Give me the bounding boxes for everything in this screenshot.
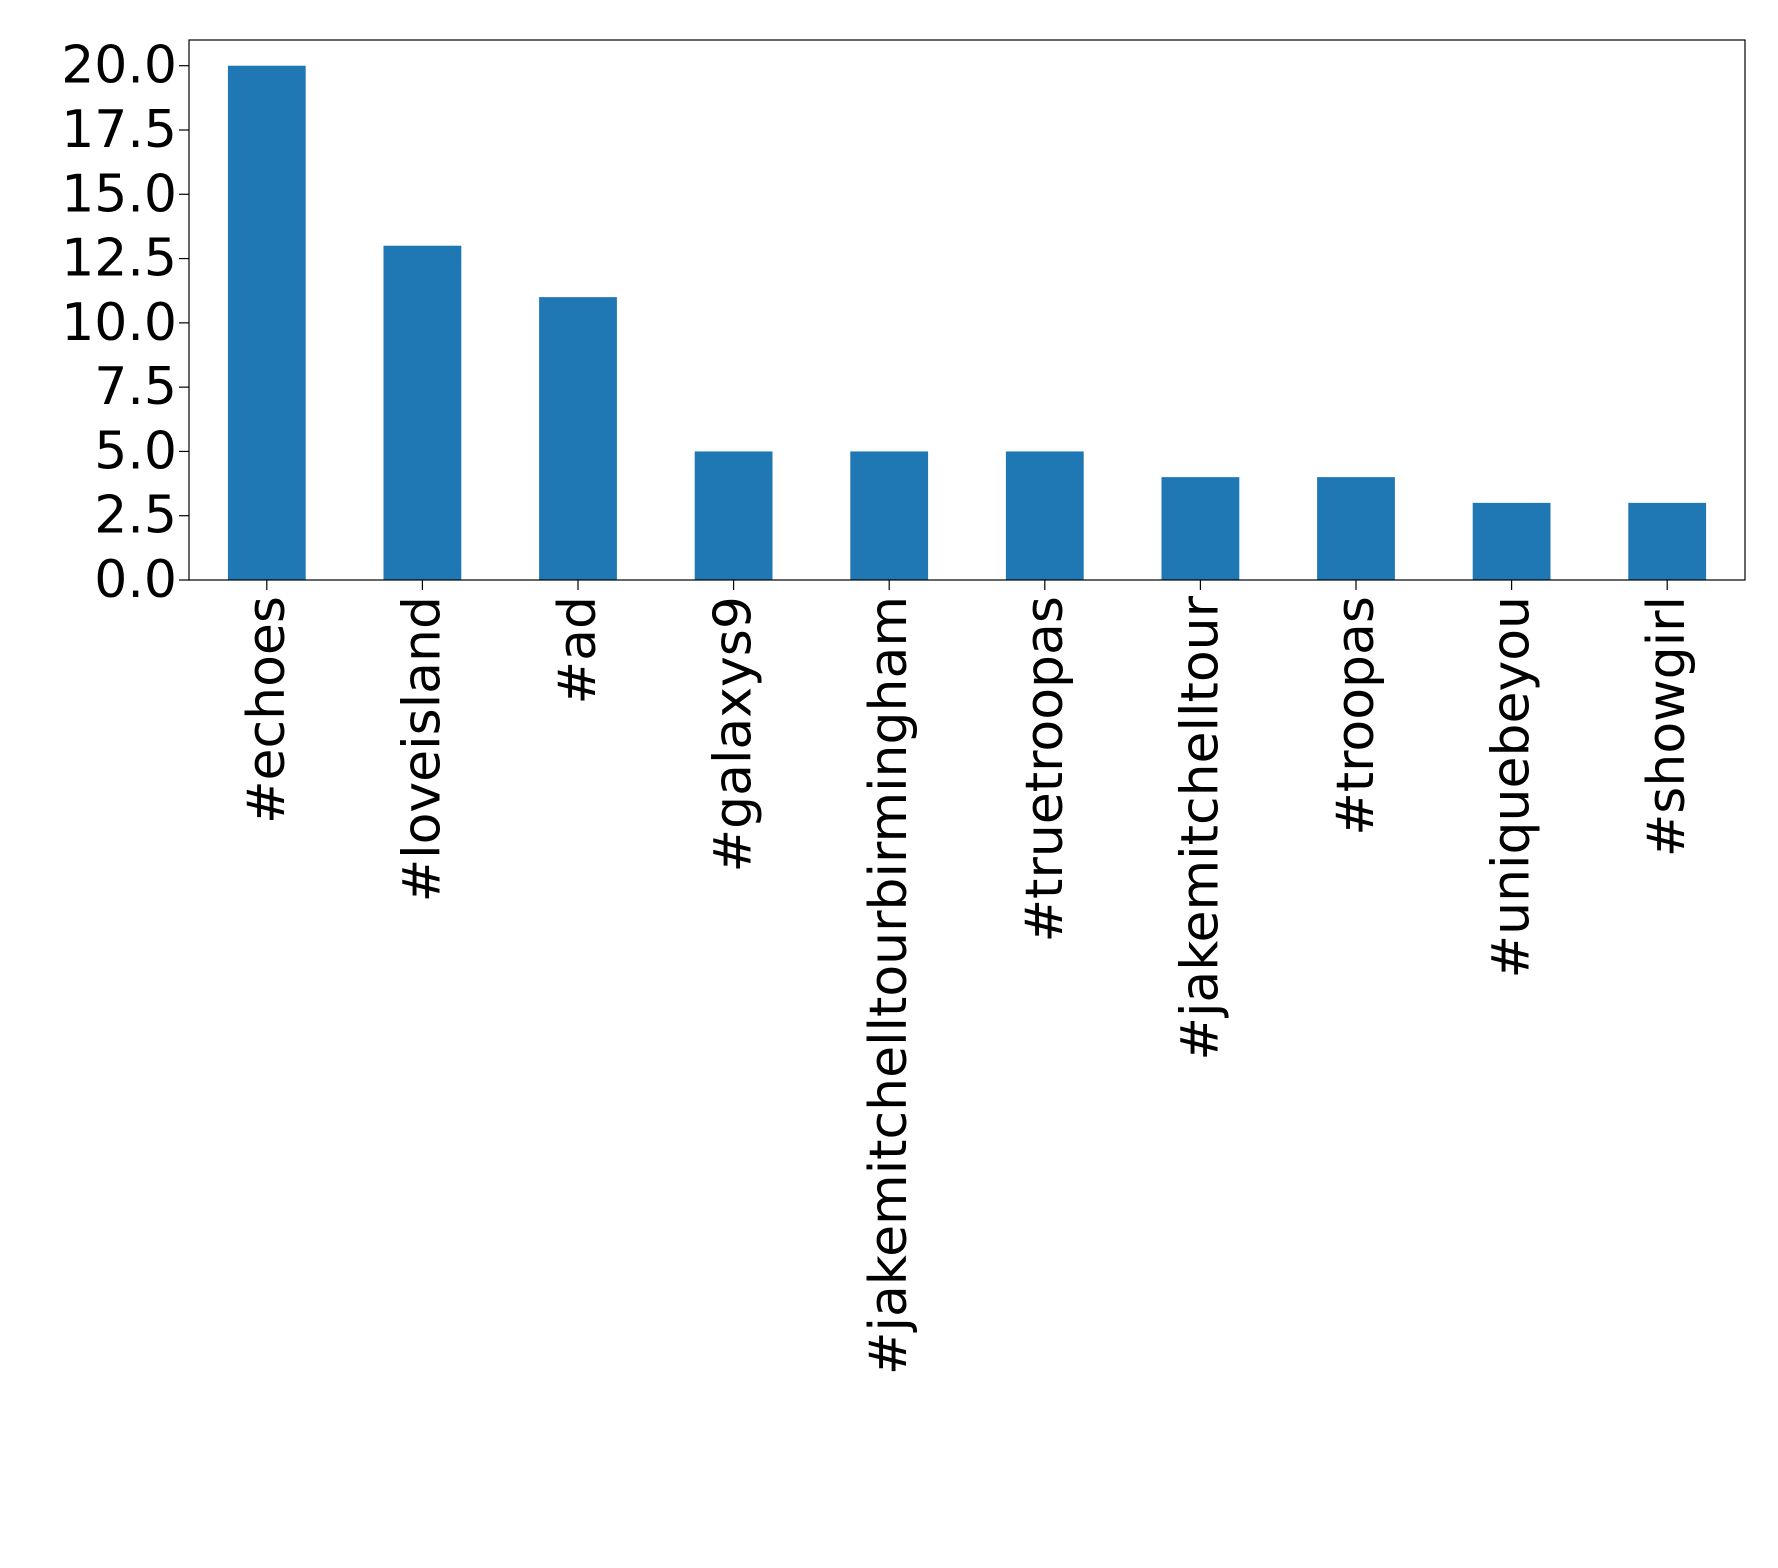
bar-uniquebeyou: [1472, 502, 1551, 580]
y-tick-label: 10.0: [61, 293, 177, 353]
x-tick-label-galaxys9: #galaxys9: [704, 596, 764, 872]
bar-troopas: [1317, 477, 1395, 580]
bar-showgirl: [1628, 502, 1707, 580]
x-tick-label-loveisland: #loveisland: [392, 596, 452, 902]
bar-truetroopas: [1005, 451, 1084, 580]
y-tick-label: 7.5: [94, 357, 177, 417]
y-axis: 0.02.55.07.510.012.515.017.520.0: [61, 36, 189, 610]
bar-echoes: [227, 65, 306, 580]
plot-area-frame: [188, 39, 1746, 581]
y-tick-label: 15.0: [61, 164, 177, 224]
y-tick-label: 5.0: [94, 421, 177, 481]
y-tick-label: 2.5: [94, 486, 177, 546]
bar-jakemitchelltour: [1161, 477, 1240, 580]
x-tick-label-ad: #ad: [548, 596, 608, 704]
y-tick-label: 20.0: [61, 36, 177, 96]
x-tick-label-troopas: #troopas: [1326, 596, 1386, 836]
y-tick-label: 17.5: [61, 100, 177, 160]
bar-jakemitchelltourbirmingham: [850, 451, 929, 580]
y-tick-label: 0.0: [94, 550, 177, 610]
bar-galaxys9: [694, 451, 773, 580]
x-tick-label-echoes: #echoes: [237, 596, 297, 824]
x-tick-label-showgirl: #showgirl: [1637, 596, 1697, 857]
bars-group: [227, 65, 1707, 580]
y-tick-label: 12.5: [61, 229, 177, 289]
bar-ad: [539, 297, 617, 580]
x-tick-label-truetroopas: #truetroopas: [1015, 596, 1075, 943]
x-tick-label-uniquebeyou: #uniquebeyou: [1482, 596, 1542, 978]
x-tick-label-jakemitchelltour: #jakemitchelltour: [1170, 595, 1230, 1060]
x-tick-label-jakemitchelltourbirmingham: #jakemitchelltourbirmingham: [859, 596, 919, 1375]
x-axis: #echoes #loveisland #ad #galaxys9 #jakemitch…: [237, 580, 1697, 1375]
bar-loveisland: [383, 245, 462, 580]
